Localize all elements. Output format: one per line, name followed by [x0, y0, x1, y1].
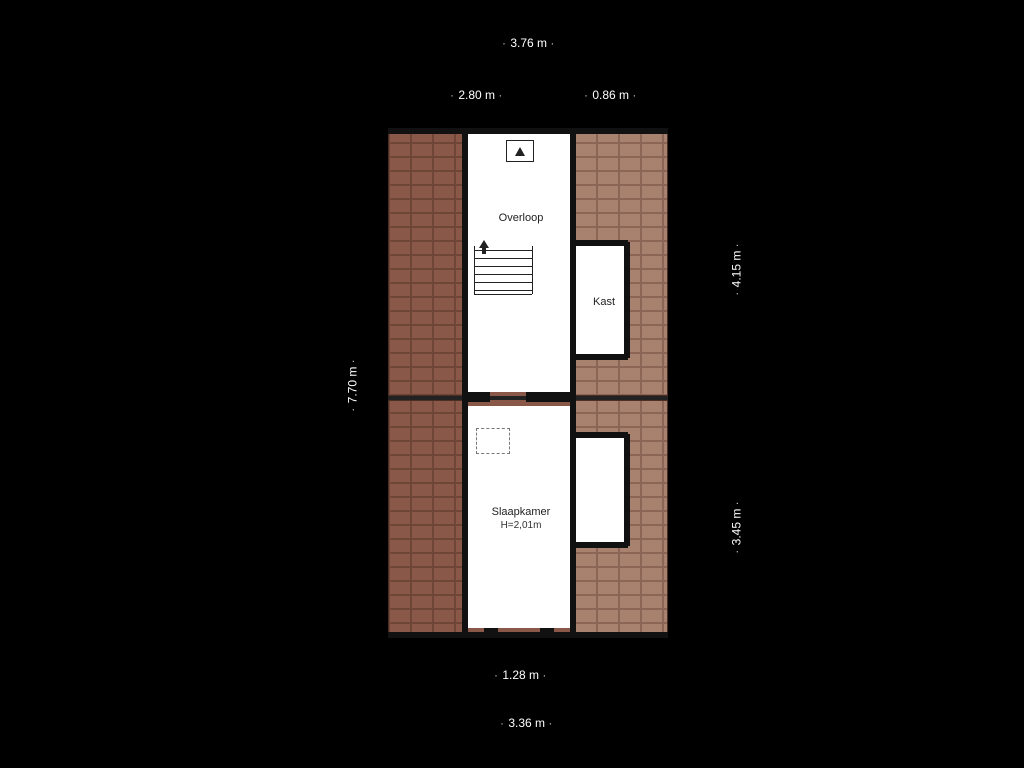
stair-line	[474, 266, 532, 267]
dim-text: 4.15 m	[730, 251, 744, 288]
wall	[466, 392, 490, 402]
wall	[540, 628, 554, 638]
stair-line	[474, 282, 532, 283]
wall	[572, 432, 628, 438]
stair-side	[532, 246, 533, 294]
roof-window-icon	[506, 140, 534, 162]
dim-text: 3.76 m	[510, 36, 547, 50]
stair-bottom	[474, 294, 532, 295]
wall	[462, 128, 468, 638]
stair-side	[474, 246, 475, 294]
roof-panel	[388, 128, 466, 396]
stair-line	[474, 274, 532, 275]
wall	[624, 242, 630, 358]
dim-top-left: · 2.80 m ·	[450, 88, 503, 102]
dim-text: 7.70 m	[346, 367, 360, 404]
wall	[572, 240, 628, 246]
dim-left-outer: · 7.70 m ·	[346, 358, 360, 411]
stair-arrow-icon	[478, 240, 490, 259]
label-overloop: Overloop	[486, 212, 556, 224]
wall	[572, 542, 628, 548]
label-slaapkamer: Slaapkamer	[478, 506, 564, 518]
dim-text: 3.36 m	[508, 716, 545, 730]
wall	[388, 632, 668, 638]
roof-panel	[388, 400, 466, 638]
dim-top-outer: · 3.76 m ·	[502, 36, 555, 50]
wall	[624, 434, 630, 546]
room-overloop	[466, 134, 574, 392]
dim-bottom-outer: · 3.36 m ·	[500, 716, 553, 730]
label-kast: Kast	[584, 296, 624, 308]
label-slaapkamer-h: H=2,01m	[478, 520, 564, 531]
floorplan-stage: · 3.76 m · · 2.80 m · · 0.86 m · · 7.70 …	[0, 0, 1024, 768]
dim-bottom-inner: · 1.28 m ·	[494, 668, 547, 682]
wall	[526, 392, 574, 402]
wall	[388, 128, 668, 134]
wall	[572, 354, 628, 360]
dim-text: 0.86 m	[592, 88, 629, 102]
wall	[484, 628, 498, 638]
dim-text: 2.80 m	[458, 88, 495, 102]
dim-top-right: · 0.86 m ·	[584, 88, 637, 102]
dim-text: 3.45 m	[730, 509, 744, 546]
stair-line	[474, 290, 532, 291]
dim-right-upper: · 4.15 m ·	[730, 242, 744, 295]
dim-text: 1.28 m	[502, 668, 539, 682]
dashed-outline	[476, 428, 510, 454]
dim-right-lower: · 3.45 m ·	[730, 500, 744, 553]
wall	[570, 128, 576, 638]
plan-outline: Overloop Kast Slaapkamer H=2,01m	[388, 128, 668, 638]
dormer-niche	[576, 438, 626, 542]
